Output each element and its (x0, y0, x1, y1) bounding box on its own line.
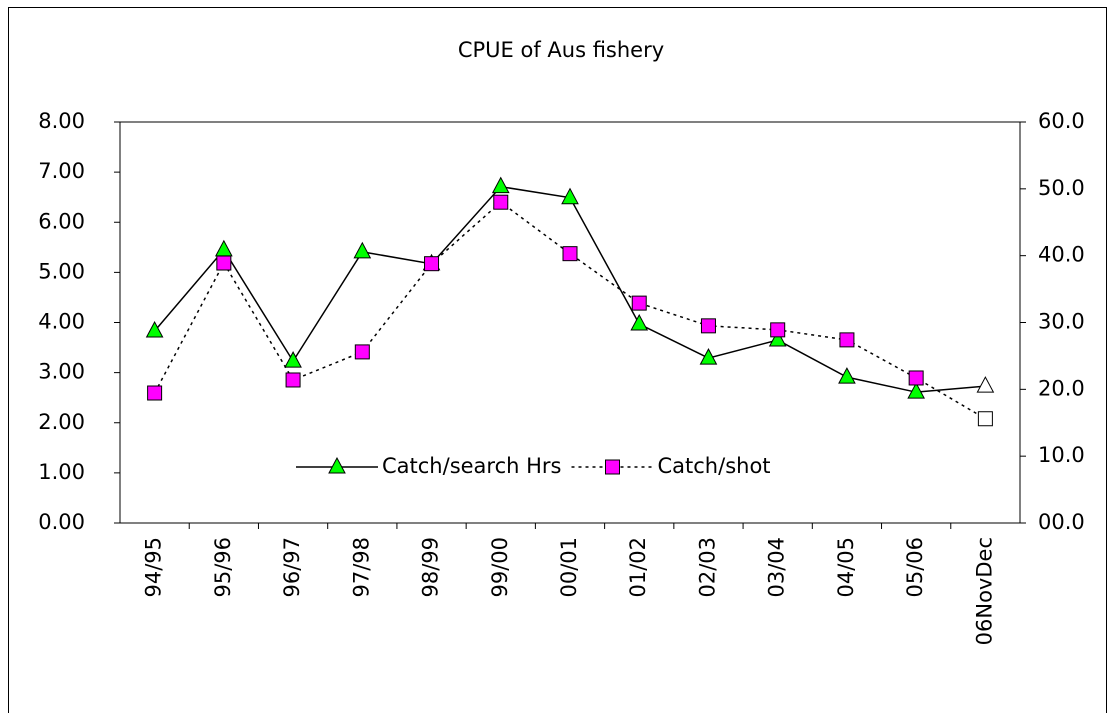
y2-tick-label: 50.0 (1038, 176, 1085, 200)
data-point (838, 367, 856, 384)
data-point (699, 348, 718, 365)
x-tick-label: 06NovDec (972, 537, 996, 645)
y2-tick-label: 60.0 (1038, 109, 1085, 133)
legend-label: Catch/search Hrs (382, 454, 562, 478)
y-tick-label: 1.00 (38, 460, 85, 484)
chart-title: CPUE of Aus fishery (458, 38, 664, 62)
data-point (491, 176, 510, 194)
y-tick-label: 8.00 (38, 109, 85, 133)
x-tick-label: 97/98 (349, 537, 373, 598)
data-point (976, 376, 995, 393)
data-point (839, 332, 855, 348)
chart-border (8, 7, 1107, 717)
x-tick-label: 98/99 (419, 537, 443, 598)
data-point (631, 295, 647, 311)
data-point (562, 246, 578, 262)
x-tick-label: 05/06 (903, 537, 927, 598)
data-point (216, 255, 232, 271)
y-tick-label: 0.00 (38, 510, 85, 534)
y-tick-label: 6.00 (38, 209, 85, 233)
x-tick-label: 03/04 (765, 537, 789, 598)
legend-marker (328, 456, 346, 474)
data-point (908, 370, 924, 386)
data-point (493, 194, 509, 210)
data-point (145, 320, 164, 338)
y2-tick-label: 40.0 (1038, 243, 1085, 267)
x-tick-label: 01/02 (626, 537, 650, 598)
x-tick-label: 04/05 (834, 537, 858, 598)
x-tick-label: 96/97 (280, 537, 304, 598)
data-point (770, 322, 786, 338)
data-point (424, 256, 440, 272)
data-point (147, 385, 163, 401)
data-point (768, 329, 787, 347)
y-tick-label: 4.00 (38, 310, 85, 334)
x-tick-label: 99/00 (488, 537, 512, 598)
data-point (353, 241, 372, 259)
y-tick-label: 7.00 (38, 159, 85, 183)
legend-marker (605, 459, 620, 475)
data-point (630, 313, 649, 331)
x-tick-label: 00/01 (557, 537, 581, 598)
y2-tick-label: 00.0 (1038, 510, 1085, 534)
legend-label: Catch/shot (658, 454, 771, 478)
x-tick-label: 94/95 (142, 537, 166, 598)
data-point (977, 411, 993, 427)
y-tick-label: 3.00 (38, 360, 85, 384)
y2-tick-label: 10.0 (1038, 443, 1085, 467)
x-tick-label: 02/03 (695, 537, 719, 598)
y2-tick-label: 20.0 (1038, 376, 1085, 400)
data-point (354, 344, 370, 360)
y2-tick-label: 30.0 (1038, 310, 1085, 334)
data-point (700, 318, 716, 334)
data-point (285, 372, 301, 388)
data-point (561, 187, 579, 205)
data-point (907, 382, 925, 399)
y-tick-label: 5.00 (38, 259, 85, 283)
y-tick-label: 2.00 (38, 410, 85, 434)
x-tick-label: 95/96 (211, 537, 235, 598)
data-point (284, 351, 302, 368)
